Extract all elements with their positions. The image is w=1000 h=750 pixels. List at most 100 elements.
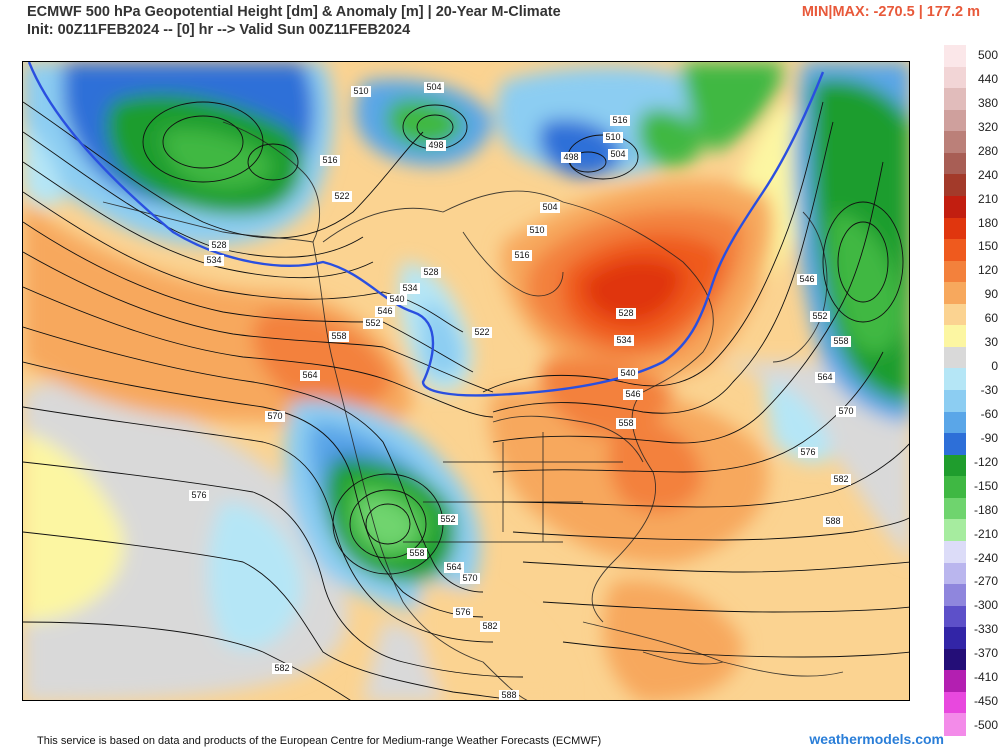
weathermodels-link[interactable]: weathermodels.com bbox=[809, 731, 944, 747]
colorbar-swatch bbox=[944, 670, 966, 693]
svg-text:582: 582 bbox=[482, 621, 497, 631]
colorbar-tick-label: -500 bbox=[973, 718, 998, 732]
svg-text:516: 516 bbox=[322, 155, 337, 165]
svg-text:498: 498 bbox=[563, 152, 578, 162]
contour-label: 558 bbox=[329, 331, 349, 342]
colorbar-swatch bbox=[944, 519, 966, 542]
map-canvas: 510 504 516 510 504 498 498 516 522 528 … bbox=[23, 62, 909, 700]
colorbar-tick-label: 320 bbox=[977, 119, 998, 134]
svg-text:534: 534 bbox=[402, 283, 417, 293]
colorbar-swatch bbox=[944, 109, 966, 132]
svg-text:504: 504 bbox=[426, 82, 441, 92]
contour-label: 564 bbox=[300, 370, 320, 381]
anomaly-map[interactable]: 510 504 516 510 504 498 498 516 522 528 … bbox=[22, 61, 910, 701]
contour-label: 582 bbox=[272, 663, 292, 674]
colorbar-swatch bbox=[944, 66, 966, 89]
contour-label: 540 bbox=[387, 294, 407, 305]
colorbar-swatch bbox=[944, 282, 966, 305]
svg-text:516: 516 bbox=[514, 250, 529, 260]
colorbar-tick-label: 180 bbox=[977, 215, 998, 230]
colorbar-swatch bbox=[944, 390, 966, 413]
colorbar-swatch bbox=[944, 562, 966, 585]
contour-label: 588 bbox=[823, 516, 843, 527]
colorbar-swatch bbox=[944, 497, 966, 520]
colorbar-tick-label: -120 bbox=[973, 454, 998, 469]
contour-label: 546 bbox=[797, 274, 817, 285]
contour-label: 546 bbox=[623, 389, 643, 400]
svg-text:510: 510 bbox=[353, 86, 368, 96]
colorbar-swatch bbox=[944, 325, 966, 348]
svg-text:546: 546 bbox=[799, 274, 814, 284]
contour-label: 516 bbox=[512, 250, 532, 261]
colorbar-swatch bbox=[944, 584, 966, 607]
colorbar-tick-label: -180 bbox=[973, 502, 998, 517]
colorbar-swatch bbox=[944, 454, 966, 477]
svg-text:546: 546 bbox=[377, 306, 392, 316]
colorbar-swatch bbox=[944, 540, 966, 563]
colorbar-swatch bbox=[944, 476, 966, 499]
svg-text:528: 528 bbox=[423, 267, 438, 277]
colorbar-tick-label: 120 bbox=[977, 263, 998, 278]
contour-label: 528 bbox=[421, 267, 441, 278]
colorbar-tick-label: -90 bbox=[980, 430, 998, 445]
contour-label: 546 bbox=[375, 306, 395, 317]
height-contours bbox=[23, 101, 909, 700]
colorbar-tick-label: -270 bbox=[973, 574, 998, 589]
contour-540-highlight bbox=[27, 62, 825, 397]
colorbar-swatch bbox=[944, 88, 966, 111]
contour-label: 558 bbox=[831, 336, 851, 347]
svg-text:558: 558 bbox=[618, 418, 633, 428]
colorbar-tick-label: 0 bbox=[991, 359, 998, 374]
svg-text:546: 546 bbox=[625, 389, 640, 399]
colorbar-tick-label: 240 bbox=[977, 167, 998, 182]
contour-label: 552 bbox=[438, 514, 458, 525]
contour-label: 534 bbox=[400, 283, 420, 294]
colorbar-swatch bbox=[944, 131, 966, 154]
contour-label: 576 bbox=[189, 490, 209, 501]
svg-text:570: 570 bbox=[462, 573, 477, 583]
contour-label: 570 bbox=[265, 411, 285, 422]
svg-text:564: 564 bbox=[302, 370, 317, 380]
svg-text:576: 576 bbox=[800, 447, 815, 457]
svg-text:522: 522 bbox=[334, 191, 349, 201]
colorbar-swatch bbox=[944, 368, 966, 391]
colorbar-swatch bbox=[944, 346, 966, 369]
svg-text:528: 528 bbox=[618, 308, 633, 318]
colorbar-swatch bbox=[944, 627, 966, 650]
colorbar-swatch bbox=[944, 433, 966, 456]
contour-label: 534 bbox=[614, 335, 634, 346]
colorbar-swatch bbox=[944, 195, 966, 218]
anomaly-colorbar bbox=[944, 45, 966, 736]
contour-label: 570 bbox=[836, 406, 856, 417]
chart-title: ECMWF 500 hPa Geopotential Height [dm] &… bbox=[27, 4, 561, 20]
colorbar-labels: 500 440 380 320 280 240 210 180 150 120 90 60 30 0 -30… bbox=[968, 45, 1000, 735]
contour-label: 528 bbox=[209, 240, 229, 251]
contour-label: 534 bbox=[204, 255, 224, 266]
svg-text:528: 528 bbox=[211, 240, 226, 250]
svg-text:576: 576 bbox=[191, 490, 206, 500]
colorbar-tick-label: -410 bbox=[973, 670, 998, 685]
svg-text:576: 576 bbox=[455, 607, 470, 617]
svg-text:534: 534 bbox=[206, 255, 221, 265]
contour-label: 576 bbox=[453, 607, 473, 618]
colorbar-swatch bbox=[944, 152, 966, 175]
contour-label: 522 bbox=[332, 191, 352, 202]
colorbar-tick-label: 500 bbox=[977, 48, 998, 62]
svg-text:582: 582 bbox=[833, 474, 848, 484]
colorbar-tick-label: -210 bbox=[973, 526, 998, 541]
contour-label: 510 bbox=[603, 132, 623, 143]
contour-label: 528 bbox=[616, 308, 636, 319]
colorbar-swatch bbox=[944, 713, 966, 736]
svg-text:522: 522 bbox=[474, 327, 489, 337]
contour-label: 516 bbox=[320, 155, 340, 166]
contour-label: 540 bbox=[618, 368, 638, 379]
contour-label: 588 bbox=[499, 690, 519, 700]
svg-text:570: 570 bbox=[838, 406, 853, 416]
svg-text:588: 588 bbox=[501, 690, 516, 700]
colorbar-tick-label: -300 bbox=[973, 598, 998, 613]
colorbar-tick-label: -450 bbox=[973, 694, 998, 709]
svg-text:552: 552 bbox=[440, 514, 455, 524]
contour-label: 564 bbox=[815, 372, 835, 383]
svg-text:570: 570 bbox=[267, 411, 282, 421]
svg-text:516: 516 bbox=[612, 115, 627, 125]
